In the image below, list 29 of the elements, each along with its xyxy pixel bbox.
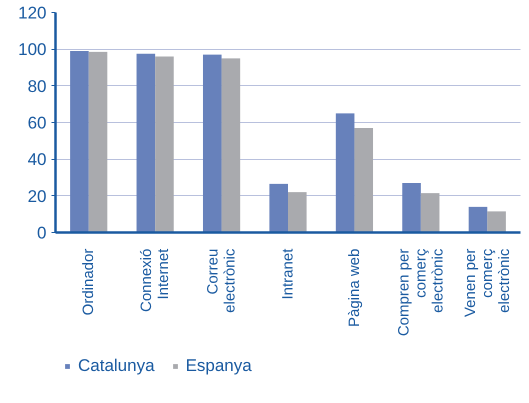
bar xyxy=(336,113,354,232)
bar xyxy=(402,183,421,232)
y-tick-label: 40 xyxy=(28,150,47,170)
y-tick-label: 80 xyxy=(28,76,47,96)
y-tick-label: 60 xyxy=(28,114,47,132)
legend-label: Catalunya xyxy=(78,356,155,376)
bar xyxy=(288,192,307,232)
x-tick-label: Compren per comerç electrònic xyxy=(395,248,446,336)
bar xyxy=(222,58,240,232)
bar xyxy=(88,52,108,232)
bar xyxy=(487,211,506,232)
bar xyxy=(468,206,488,232)
bar xyxy=(354,128,374,232)
x-tick-label: Pàgina web xyxy=(346,248,363,328)
bar xyxy=(202,54,222,232)
bar xyxy=(269,184,288,232)
x-tick-label: Intranet xyxy=(280,248,296,300)
bar xyxy=(155,56,174,232)
bar xyxy=(136,54,156,232)
bar xyxy=(70,51,89,232)
y-tick-label: 100 xyxy=(18,40,47,60)
x-tick-label: Ordinador xyxy=(80,248,98,316)
x-tick-label: Connexió Internet xyxy=(138,248,172,312)
y-tick-label: 120 xyxy=(18,4,47,22)
legend-label: Espanya xyxy=(186,356,252,376)
bar xyxy=(420,193,440,232)
x-tick-label: Correu electrònic xyxy=(204,248,239,313)
y-tick-label: 20 xyxy=(28,186,47,206)
y-tick-label: 0 xyxy=(37,224,47,242)
